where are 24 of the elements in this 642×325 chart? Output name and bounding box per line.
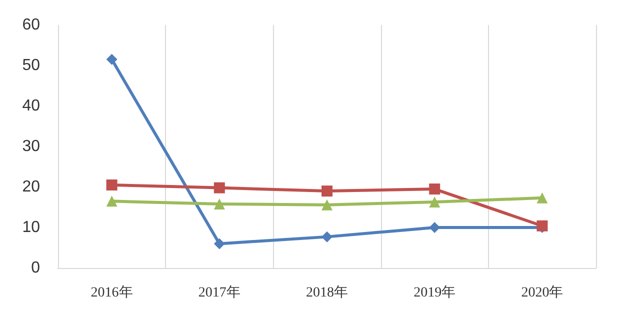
x-tick-label: 2019年	[414, 284, 456, 300]
point	[106, 196, 118, 207]
y-tick-label: 30	[22, 138, 40, 155]
x-tick-label: 2017年	[198, 284, 240, 300]
point	[214, 198, 225, 210]
point	[429, 196, 440, 208]
y-tick-label: 10	[22, 219, 40, 236]
point	[322, 231, 332, 242]
point	[214, 182, 225, 194]
x-tick-label: 2016年	[90, 284, 133, 300]
y-tick-label: 20	[22, 178, 40, 196]
x-tick-label: 2018年	[306, 284, 348, 300]
y-tick-label: 0	[31, 260, 40, 276]
point	[106, 54, 118, 65]
point	[214, 238, 225, 250]
y-tick-label: 40	[22, 98, 40, 114]
y-tick-label: 50	[22, 57, 40, 74]
point	[106, 179, 118, 190]
point	[322, 199, 332, 210]
point	[429, 184, 440, 195]
point	[536, 192, 548, 204]
point	[322, 186, 332, 197]
x-tick-label: 2020年	[521, 284, 564, 300]
y-tick-label: 60	[22, 16, 40, 34]
